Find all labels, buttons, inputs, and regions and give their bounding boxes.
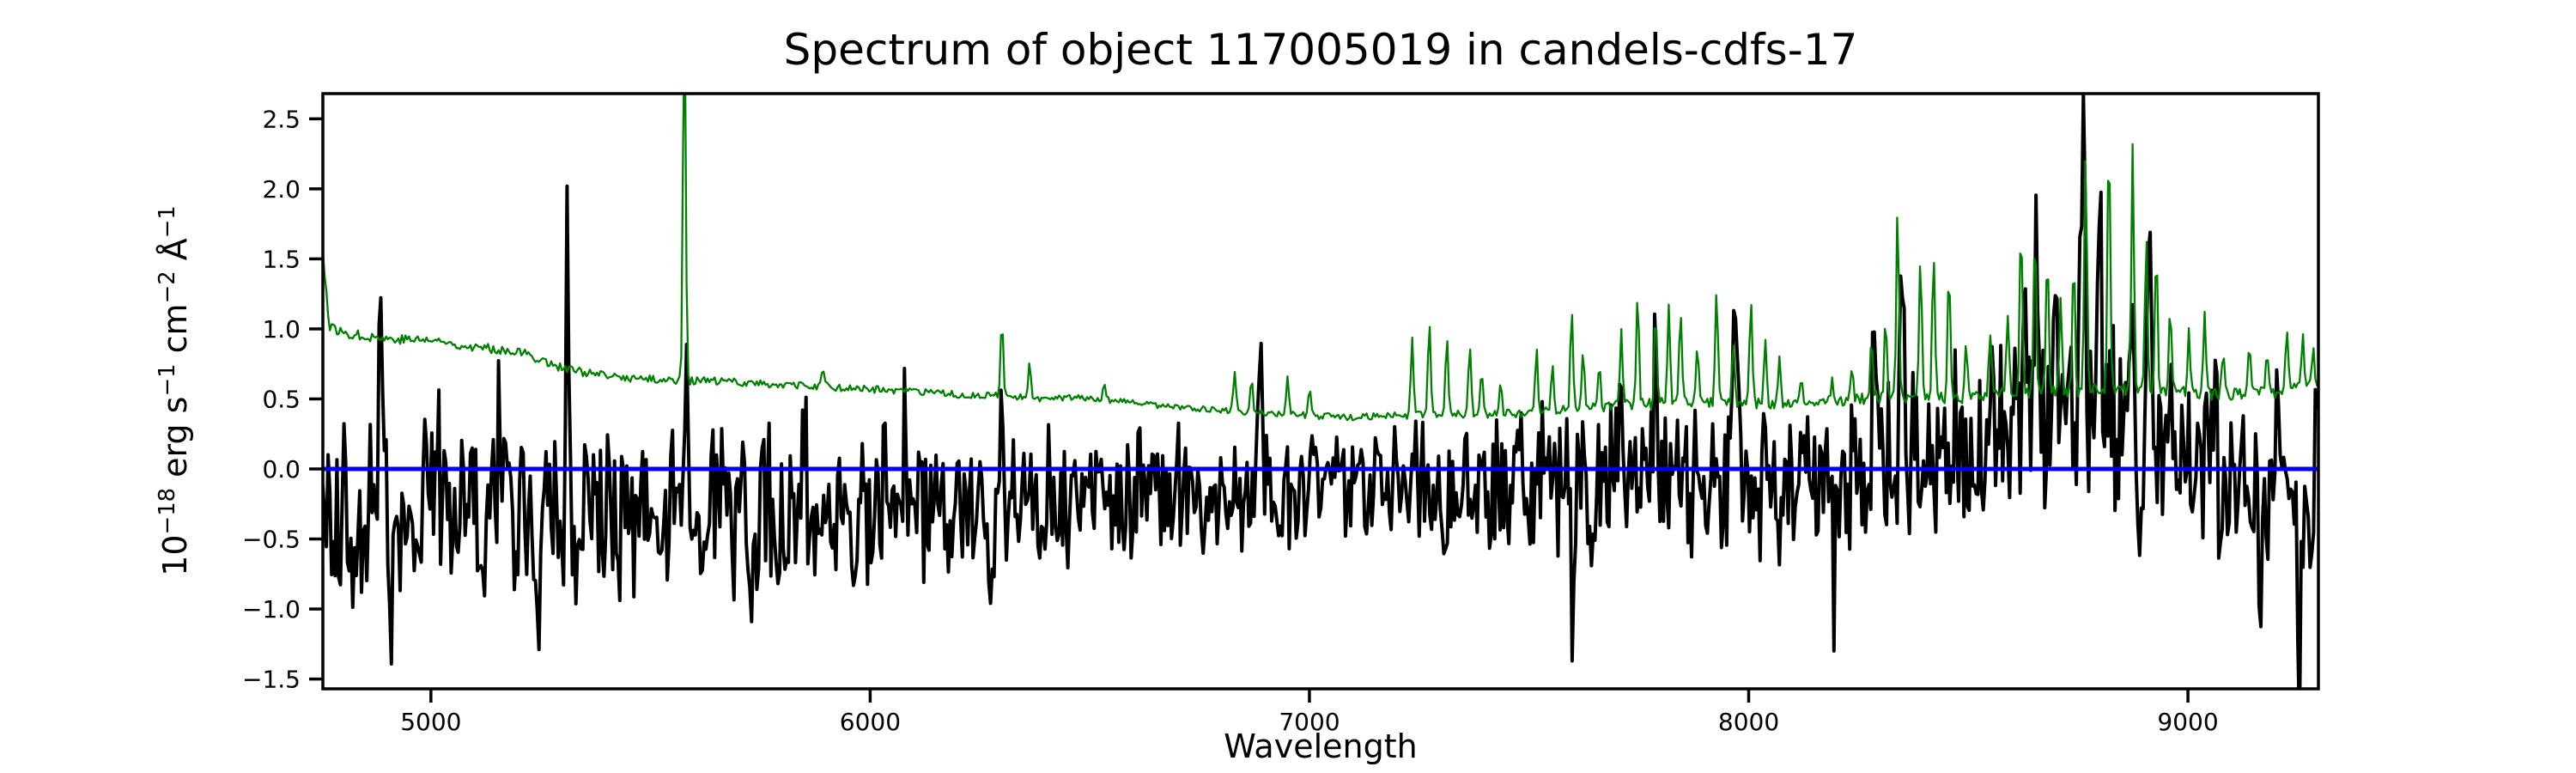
y-tick-label: 2.5 <box>262 105 301 133</box>
ylabel-text: cm <box>155 303 194 364</box>
flux-line <box>323 94 2318 689</box>
y-tick-label: −1.0 <box>242 595 301 624</box>
ylabel-superscript: −2 <box>155 271 181 304</box>
y-tick-label: 0.0 <box>262 455 301 484</box>
plot-title: Spectrum of object 117005019 in candels-… <box>783 25 1858 75</box>
x-tick-label: 7000 <box>1279 708 1340 736</box>
y-tick-label: 2.0 <box>262 175 301 204</box>
y-tick-label: −1.5 <box>242 666 301 694</box>
x-axis-label: Wavelength <box>1224 727 1418 765</box>
y-tick-label: 1.0 <box>262 315 301 344</box>
ylabel-text: Å <box>155 238 194 271</box>
x-tick-label: 5000 <box>400 708 461 736</box>
ylabel-superscript: −1 <box>155 205 181 239</box>
ylabel-superscript: −1 <box>155 363 181 397</box>
y-tick-label: 1.5 <box>262 245 301 273</box>
x-tick-label: 8000 <box>1718 708 1779 736</box>
x-tick-label: 9000 <box>2157 708 2218 736</box>
ylabel-text: erg s <box>155 396 194 488</box>
ylabel-superscript: −18 <box>155 487 181 535</box>
ylabel-text: 10 <box>155 534 194 576</box>
x-tick-label: 6000 <box>840 708 901 736</box>
y-axis-label: 10−18 erg s−1 cm−2 Å−1 <box>155 205 194 576</box>
y-tick-label: −0.5 <box>242 526 301 554</box>
y-tick-label: 0.5 <box>262 385 301 413</box>
error-line <box>323 94 2318 422</box>
axes-frame <box>321 92 2320 691</box>
